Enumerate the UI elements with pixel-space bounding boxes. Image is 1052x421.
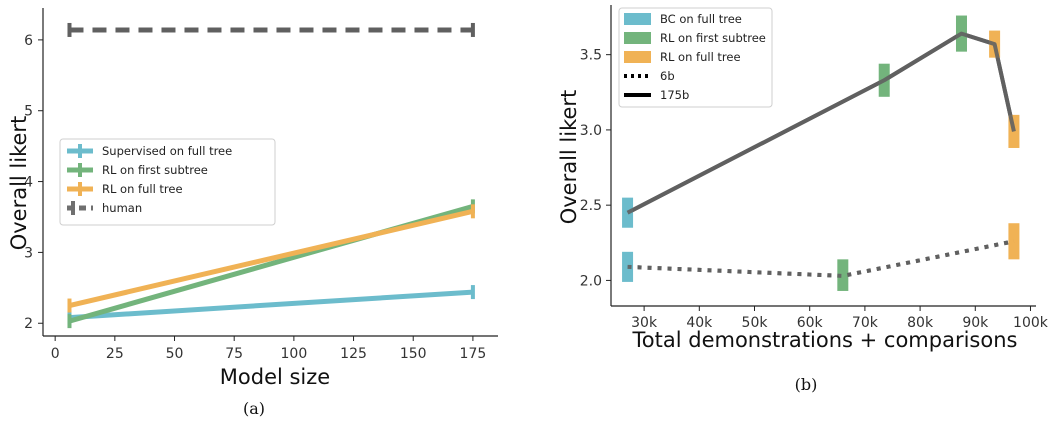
x-tick-label: 90k (962, 315, 989, 331)
x-tick-label: 150 (400, 346, 427, 362)
chart-b-error-markers (622, 15, 1020, 291)
legend-item-rl-full-tree: RL on full tree (624, 50, 741, 64)
chart-b: 30k 40k 50k 60k 70k 80k 90k 100k 2.0 2.5 3.0 3.5 T… (557, 5, 1049, 394)
legend-label: RL on full tree (660, 50, 741, 64)
legend-item-human: human (67, 201, 142, 215)
legend-label: 175b (660, 88, 689, 102)
chart-a-series (67, 22, 475, 329)
series-line (68, 208, 474, 308)
x-tick-label: 100k (1013, 315, 1049, 331)
x-tick-label: 100 (281, 346, 308, 362)
x-tick-label: 175 (460, 346, 487, 362)
x-tick-label: 125 (340, 346, 367, 362)
chart-a-legend: Supervised on full tree RL on first subt… (59, 138, 276, 226)
legend-label: BC on full tree (660, 12, 742, 26)
y-tick-label: 5 (24, 104, 33, 120)
legend-swatch (624, 13, 651, 25)
series-line-overlay (627, 239, 1015, 278)
legend-item-rl-first-subtree: RL on first subtree (67, 163, 208, 177)
y-tick-label: 2.5 (580, 198, 602, 214)
series-line (627, 239, 1015, 278)
legend-item-supervised: Supervised on full tree (67, 144, 232, 158)
x-tick-label: 25 (106, 346, 124, 362)
y-tick-label: 3.5 (580, 48, 602, 64)
x-tick-label: 80k (907, 315, 934, 331)
chart-b-y-axis-label: Overall likert (557, 90, 581, 225)
y-tick-label: 6 (24, 33, 33, 49)
x-tick-label: 40k (686, 315, 713, 331)
chart-a-x-axis-label: Model size (220, 365, 330, 389)
legend-item-175b: 175b (624, 88, 689, 102)
y-tick-label: 2.0 (580, 273, 602, 289)
chart-b-x-ticks: 30k 40k 50k 60k 70k 80k 90k 100k (631, 306, 1049, 331)
chart-a-y-ticks: 2 3 4 5 6 (24, 33, 43, 332)
chart-a-plot-area (42, 8, 498, 337)
legend-item-bc-full-tree: BC on full tree (624, 12, 742, 26)
x-tick-label: 60k (797, 315, 824, 331)
legend-item-rl-first-subtree: RL on first subtree (624, 31, 766, 45)
chart-b-y-ticks: 2.0 2.5 3.0 3.5 (580, 48, 611, 289)
chart-a-caption: (a) (243, 399, 265, 418)
x-tick-label: 50k (742, 315, 769, 331)
x-tick-label: 30k (631, 315, 658, 331)
y-tick-label: 4 (24, 175, 33, 191)
x-tick-label: 75 (225, 346, 243, 362)
chart-a-x-ticks: 0 25 50 75 100 125 150 175 (51, 336, 487, 362)
legend-label: 6b (660, 69, 675, 83)
chart-b-legend: BC on full tree RL on first subtree RL o… (618, 7, 773, 108)
legend-item-rl-full-tree: RL on full tree (67, 182, 183, 196)
x-tick-label: 0 (51, 346, 60, 362)
series-line (69, 289, 474, 321)
legend-swatch (624, 32, 651, 44)
chart-a-legend-box (59, 138, 276, 226)
chart-b-plot-area (610, 5, 1036, 307)
series-line-overlay (626, 31, 1016, 215)
y-tick-label: 3.0 (580, 123, 602, 139)
chart-b-x-axis-label: Total demonstrations + comparisons (632, 328, 1018, 352)
chart-b-caption: (b) (795, 375, 818, 394)
x-tick-label: 70k (852, 315, 879, 331)
data-point-errorbar (837, 259, 849, 291)
chart-a-y-axis-label: Overall likert (7, 116, 31, 251)
legend-label: RL on first subtree (660, 31, 766, 45)
legend-label: RL on first subtree (102, 163, 208, 177)
legend-swatch (624, 51, 651, 63)
chart-b-legend-box (618, 7, 773, 108)
legend-label: Supervised on full tree (102, 144, 232, 158)
legend-item-6b: 6b (624, 69, 675, 83)
x-tick-label: 50 (166, 346, 184, 362)
y-tick-label: 3 (24, 245, 33, 261)
legend-label: RL on full tree (102, 182, 183, 196)
legend-label: human (102, 201, 142, 215)
y-tick-label: 2 (24, 316, 33, 332)
chart-a: 0 25 50 75 100 125 150 175 2 3 4 5 6 Model size Ove… (7, 8, 498, 418)
